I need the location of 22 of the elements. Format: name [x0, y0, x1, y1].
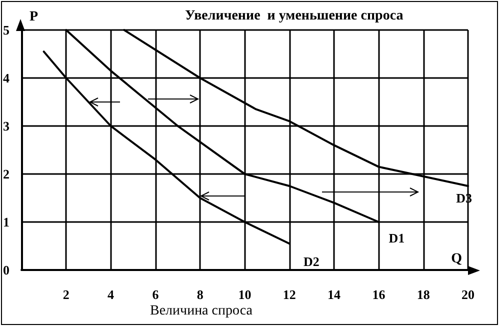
- x-tick-label: 8: [196, 287, 204, 302]
- x-tick-label: 16: [372, 287, 386, 302]
- series-label: D1: [388, 230, 405, 246]
- y-tick-label: 1: [3, 214, 10, 230]
- x-tick-label: 14: [328, 287, 342, 302]
- y-tick-label: 5: [3, 22, 10, 38]
- x-tick-label: 12: [282, 287, 296, 302]
- x-tick-label: 6: [152, 287, 160, 302]
- chart-title: Увеличение и уменьшение спроса: [185, 8, 404, 24]
- y-tick-label: 2: [3, 166, 10, 182]
- x-tick-label: 4: [108, 287, 115, 302]
- y-tick-label: 3: [3, 118, 10, 134]
- y-tick-label: 4: [3, 70, 10, 86]
- y-axis-title: P: [30, 10, 38, 24]
- x-tick-label: 20: [462, 287, 474, 302]
- x-axis-title: Q: [451, 252, 462, 266]
- series-label: D2: [303, 254, 320, 270]
- x-tick-label: 2: [62, 287, 70, 302]
- text: Величина спроса: [150, 304, 254, 318]
- x-tick-label: 18: [416, 287, 430, 302]
- y-tick-label: 0: [3, 262, 10, 278]
- x-tick-label: 10: [238, 287, 252, 302]
